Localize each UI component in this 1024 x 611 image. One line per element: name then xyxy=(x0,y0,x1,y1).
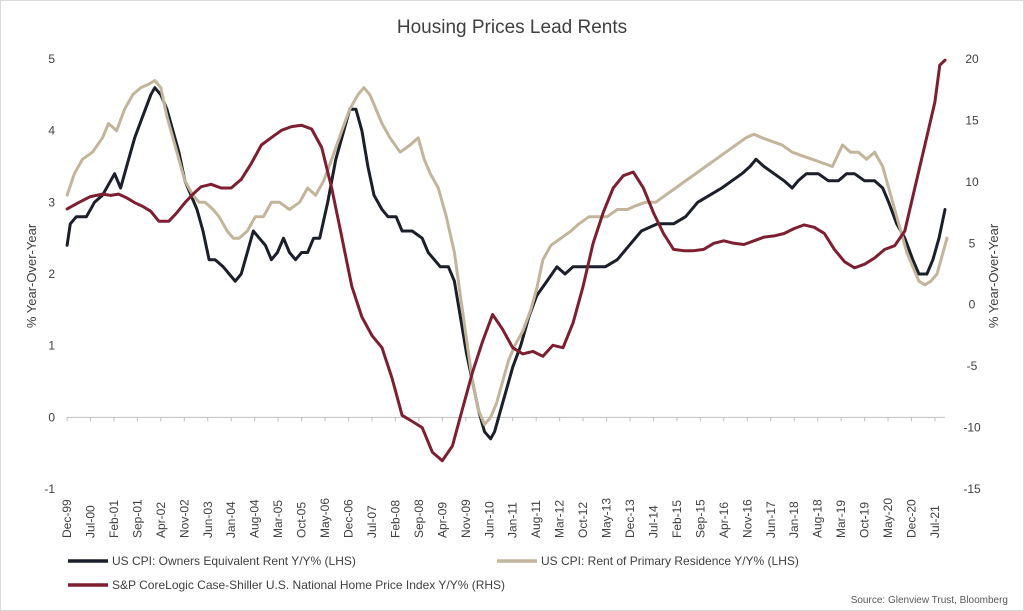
x-tick-label: Oct-12 xyxy=(576,502,590,538)
x-tick-label: Aug-04 xyxy=(248,499,262,538)
right-tick-label: 15 xyxy=(965,113,979,127)
left-tick-label: 1 xyxy=(48,339,55,353)
legend: US CPI: Owners Equivalent Rent Y/Y% (LHS… xyxy=(68,554,799,592)
x-tick-label: Jul-14 xyxy=(646,505,660,538)
series-line-3 xyxy=(65,58,947,463)
left-axis: -1 0 1 2 3 4 5 xyxy=(44,52,55,496)
right-tick-label: -5 xyxy=(967,359,978,373)
right-axis: -15 -10 -5 0 5 10 15 20 xyxy=(963,52,981,496)
series-line-1 xyxy=(65,86,947,441)
left-tick-label: 5 xyxy=(48,52,55,66)
x-tick-label: Apr-02 xyxy=(154,502,168,538)
x-tick-label: Oct-19 xyxy=(858,502,872,538)
x-tick-label: Sep-08 xyxy=(412,499,426,538)
series-line-2 xyxy=(65,79,949,426)
right-tick-label: 10 xyxy=(965,175,979,189)
x-tick-label: May-20 xyxy=(881,498,895,538)
x-tick-label: Apr-09 xyxy=(435,502,449,538)
right-tick-label: 20 xyxy=(965,52,979,66)
x-tick-label: Mar-12 xyxy=(553,500,567,538)
left-tick-label: -1 xyxy=(44,482,55,496)
right-axis-title: % Year-Over-Year xyxy=(986,223,1001,328)
x-tick-label: Aug-11 xyxy=(529,500,543,538)
x-tick-label: Dec-13 xyxy=(623,499,637,538)
x-tick-label: Jan-11 xyxy=(506,502,520,538)
x-tick-label: Feb-08 xyxy=(388,500,402,538)
x-tick-label: Jul-00 xyxy=(83,505,97,538)
x-tick-label: Oct-05 xyxy=(295,502,309,538)
x-tick-label: Nov-09 xyxy=(459,499,473,538)
right-tick-label: -15 xyxy=(963,482,981,496)
right-tick-label: -10 xyxy=(963,421,981,435)
x-tick-label: Nov-02 xyxy=(177,499,191,538)
x-tick-label: Jul-21 xyxy=(928,505,942,538)
left-tick-label: 2 xyxy=(48,267,55,281)
left-tick-label: 4 xyxy=(48,124,55,138)
x-tick-label: Dec-20 xyxy=(905,499,919,538)
x-tick-label: Jun-17 xyxy=(764,501,778,538)
x-tick-label: Apr-16 xyxy=(717,502,731,538)
left-axis-title: % Year-Over-Year xyxy=(24,223,39,328)
x-tick-label: Dec-06 xyxy=(342,499,356,538)
x-tick-label: Feb-15 xyxy=(670,500,684,538)
right-tick-label: 0 xyxy=(969,298,976,312)
chart-title: Housing Prices Lead Rents xyxy=(397,17,627,38)
legend-label: US CPI: Rent of Primary Residence Y/Y% (… xyxy=(541,554,799,568)
x-tick-label: Jun-03 xyxy=(201,501,215,538)
x-tick-label: Feb-01 xyxy=(107,500,121,538)
left-tick-label: 3 xyxy=(48,195,55,209)
series-group xyxy=(65,58,949,463)
source-note: Source: Glenview Trust, Bloomberg xyxy=(851,595,1008,606)
x-tick-label: May-06 xyxy=(318,498,332,538)
legend-label: S&P CoreLogic Case-Shiller U.S. National… xyxy=(112,578,505,592)
x-tick-label: Jan-04 xyxy=(224,501,238,538)
x-tick-label: Jul-07 xyxy=(365,505,379,538)
legend-label: US CPI: Owners Equivalent Rent Y/Y% (LHS… xyxy=(112,554,356,568)
x-tick-label: May-13 xyxy=(600,498,614,538)
x-tick-label: Aug-18 xyxy=(811,499,825,538)
x-tick-label: Sep-15 xyxy=(693,499,707,538)
x-tick-label: Jun-10 xyxy=(482,501,496,538)
x-tick-label: Nov-16 xyxy=(740,499,754,538)
x-tick-label: Dec-99 xyxy=(60,499,74,538)
left-tick-label: 0 xyxy=(48,410,55,424)
right-tick-label: 5 xyxy=(969,236,976,250)
x-tick-label: Sep-01 xyxy=(130,499,144,538)
x-tick-label: Mar-19 xyxy=(834,500,848,538)
x-tick-label: Mar-05 xyxy=(271,500,285,538)
x-axis: Dec-99 Jul-00 Feb-01 Sep-01 Apr-02 Nov-02 Jun-… xyxy=(60,416,945,538)
x-tick-label: Jan-18 xyxy=(787,501,801,538)
